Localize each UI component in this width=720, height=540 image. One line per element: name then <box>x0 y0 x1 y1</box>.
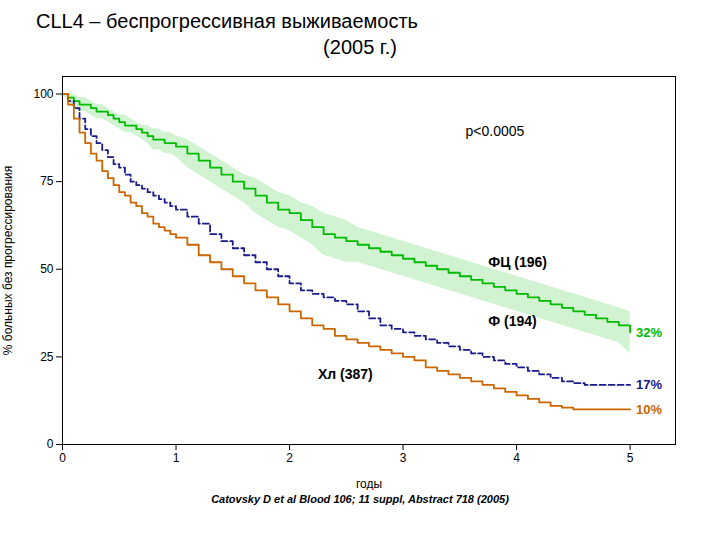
html-text:(2005 г.): (2005 г.) <box>323 36 397 58</box>
svg-text:50: 50 <box>40 262 54 276</box>
svg-text:17%: 17% <box>636 377 662 392</box>
svg-text:10%: 10% <box>636 402 662 417</box>
html-text:CLL4 – беспрогрессивная выжива: CLL4 – беспрогрессивная выживаемость <box>36 10 418 32</box>
svg-text:Ф (194): Ф (194) <box>488 313 537 329</box>
svg-text:1: 1 <box>173 451 180 465</box>
svg-text:p<0.0005: p<0.0005 <box>465 123 524 139</box>
svg-text:3: 3 <box>400 451 407 465</box>
svg-text:25: 25 <box>40 350 54 364</box>
svg-text:ФЦ (196): ФЦ (196) <box>488 254 547 270</box>
svg-text:% больных без прогрессирования: % больных без прогрессирования <box>1 166 15 355</box>
svg-text:32%: 32% <box>636 325 662 340</box>
html-text:Catovsky D et al Blood 106; 11: Catovsky D et al Blood 106; 11 suppl, Ab… <box>211 493 509 505</box>
svg-text:2: 2 <box>286 451 293 465</box>
svg-text:100: 100 <box>33 87 53 101</box>
svg-text:0: 0 <box>59 451 66 465</box>
svg-text:годы: годы <box>356 477 382 491</box>
svg-text:4: 4 <box>513 451 520 465</box>
svg-text:Хл (387): Хл (387) <box>318 366 373 382</box>
svg-text:0: 0 <box>47 437 54 451</box>
svg-text:5: 5 <box>627 451 634 465</box>
svg-text:75: 75 <box>40 174 54 188</box>
